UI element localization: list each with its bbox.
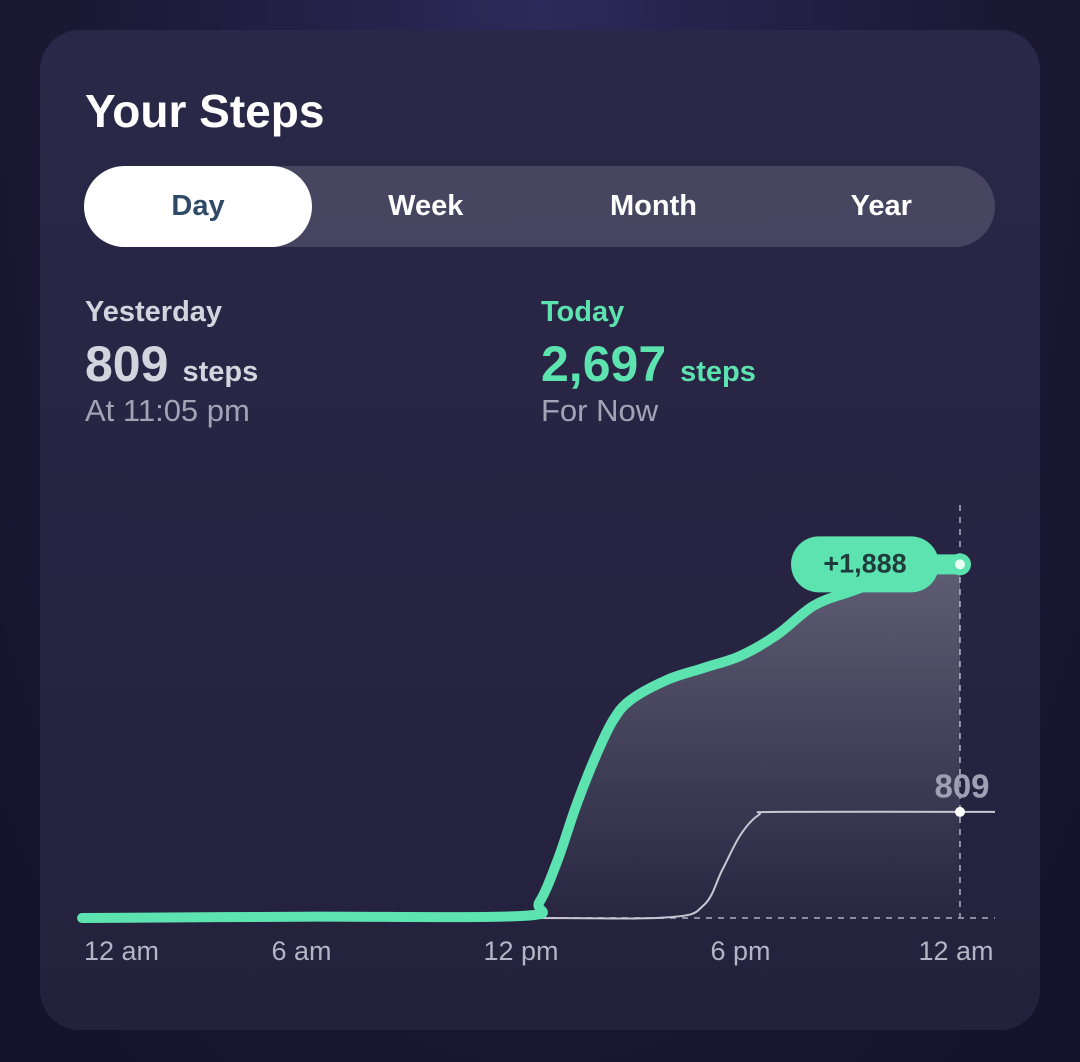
series-line: [77, 559, 965, 923]
summary-row: 2,697 steps: [541, 335, 756, 393]
tab[interactable]: Week: [388, 190, 464, 222]
end-dot-inner: [955, 559, 965, 570]
summary-row: 809 steps: [85, 335, 258, 393]
tab[interactable]: Month: [610, 190, 697, 222]
summary-label: Today: [541, 296, 625, 328]
summary-unit: steps: [182, 356, 259, 388]
x-tick-label: 6 pm: [710, 936, 770, 966]
summary-value: 2,697: [541, 336, 667, 392]
summary-label: Yesterday: [85, 296, 223, 328]
summary-note: At 11:05 pm: [85, 393, 250, 428]
x-tick-label: 12 pm: [483, 936, 558, 966]
summary-note: For Now: [541, 393, 659, 428]
summary-value: 809: [85, 336, 169, 392]
delta-label: +1,888: [823, 549, 906, 579]
tab[interactable]: Day: [84, 166, 312, 247]
tab-bar: Day Week Month Year: [84, 166, 995, 247]
x-tick-label: 12 am: [84, 936, 159, 966]
summary-yesterday: Yesterday 809 steps At 11:05 pm: [85, 296, 258, 429]
area-fill: [82, 564, 960, 918]
summary-unit: steps: [680, 356, 756, 388]
end-dot: [955, 806, 965, 817]
x-tick-label: 12 am: [918, 936, 993, 966]
x-tick-label: 6 am: [271, 936, 331, 966]
tab[interactable]: Year: [850, 190, 912, 222]
title: Your Steps: [85, 85, 325, 137]
summary-today: Today 2,697 steps For Now: [541, 296, 756, 429]
delta-badge: [791, 536, 939, 593]
end-label: 809: [934, 768, 989, 805]
